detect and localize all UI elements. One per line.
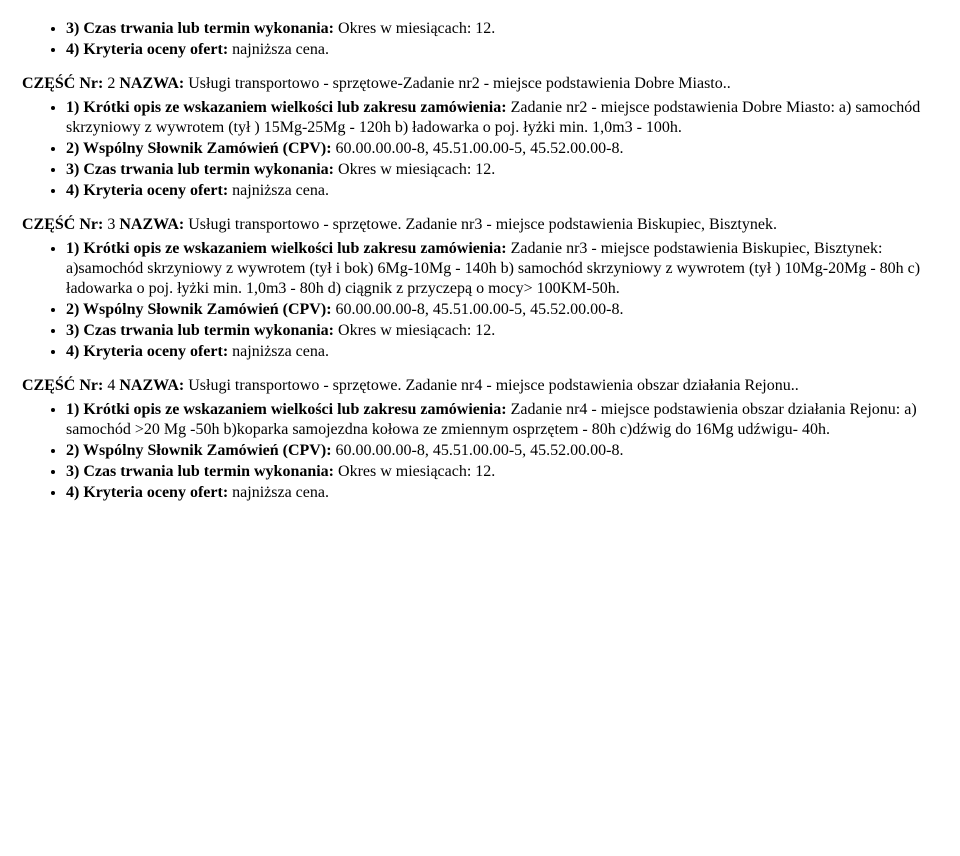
list-item: 3) Czas trwania lub termin wykonania: Ok…	[66, 321, 938, 341]
label-bold: 4) Kryteria oceny ofert:	[66, 182, 232, 199]
heading-part-text: 4	[103, 377, 119, 394]
list-item: 2) Wspólny Słownik Zamówień (CPV): 60.00…	[66, 300, 938, 320]
label-bold: 3) Czas trwania lub termin wykonania:	[66, 322, 334, 339]
label-bold: 3) Czas trwania lub termin wykonania:	[66, 20, 334, 37]
list-item: 4) Kryteria oceny ofert: najniższa cena.	[66, 342, 938, 362]
heading-part-text: Usługi transportowo - sprzętowe. Zadanie…	[184, 377, 798, 394]
list-item: 2) Wspólny Słownik Zamówień (CPV): 60.00…	[66, 139, 938, 159]
list-item: 4) Kryteria oceny ofert: najniższa cena.	[66, 181, 938, 201]
label-bold: 3) Czas trwania lub termin wykonania:	[66, 463, 334, 480]
label-bold: 1) Krótki opis ze wskazaniem wielkości l…	[66, 99, 507, 116]
heading-part-text: 2	[103, 75, 119, 92]
list-item: 1) Krótki opis ze wskazaniem wielkości l…	[66, 98, 938, 138]
heading-part-bold: CZĘŚĆ Nr:	[22, 75, 103, 92]
section-2-heading: CZĘŚĆ Nr: 2 NAZWA: Usługi transportowo -…	[22, 74, 938, 94]
label-bold: 2) Wspólny Słownik Zamówień (CPV):	[66, 301, 332, 318]
label-bold: 4) Kryteria oceny ofert:	[66, 484, 232, 501]
label-text: Okres w miesiącach: 12.	[334, 20, 495, 37]
heading-part-bold: NAZWA:	[119, 216, 184, 233]
list-item: 3) Czas trwania lub termin wykonania: Ok…	[66, 19, 938, 39]
label-bold: 2) Wspólny Słownik Zamówień (CPV):	[66, 140, 332, 157]
label-bold: 1) Krótki opis ze wskazaniem wielkości l…	[66, 401, 507, 418]
label-text: najniższa cena.	[232, 343, 329, 360]
section-2-list: 1) Krótki opis ze wskazaniem wielkości l…	[22, 98, 938, 201]
label-text: Okres w miesiącach: 12.	[334, 322, 495, 339]
heading-part-bold: CZĘŚĆ Nr:	[22, 377, 103, 394]
label-text: najniższa cena.	[232, 182, 329, 199]
section-4-heading: CZĘŚĆ Nr: 4 NAZWA: Usługi transportowo -…	[22, 376, 938, 396]
heading-part-bold: NAZWA:	[119, 75, 184, 92]
label-text: najniższa cena.	[232, 41, 329, 58]
heading-part-bold: NAZWA:	[119, 377, 184, 394]
list-item: 4) Kryteria oceny ofert: najniższa cena.	[66, 483, 938, 503]
section-4-list: 1) Krótki opis ze wskazaniem wielkości l…	[22, 400, 938, 503]
label-bold: 3) Czas trwania lub termin wykonania:	[66, 161, 334, 178]
label-text: 60.00.00.00-8, 45.51.00.00-5, 45.52.00.0…	[332, 442, 624, 459]
list-item: 3) Czas trwania lub termin wykonania: Ok…	[66, 462, 938, 482]
label-text: Okres w miesiącach: 12.	[334, 161, 495, 178]
list-item: 4) Kryteria oceny ofert: najniższa cena.	[66, 40, 938, 60]
label-bold: 1) Krótki opis ze wskazaniem wielkości l…	[66, 240, 507, 257]
list-item: 2) Wspólny Słownik Zamówień (CPV): 60.00…	[66, 441, 938, 461]
heading-part-text: 3	[103, 216, 119, 233]
label-bold: 2) Wspólny Słownik Zamówień (CPV):	[66, 442, 332, 459]
label-text: 60.00.00.00-8, 45.51.00.00-5, 45.52.00.0…	[332, 301, 624, 318]
list-item: 1) Krótki opis ze wskazaniem wielkości l…	[66, 239, 938, 299]
heading-part-bold: CZĘŚĆ Nr:	[22, 216, 103, 233]
heading-part-text: Usługi transportowo - sprzętowe. Zadanie…	[184, 216, 777, 233]
list-item: 1) Krótki opis ze wskazaniem wielkości l…	[66, 400, 938, 440]
section-2-top-list: 3) Czas trwania lub termin wykonania: Ok…	[22, 19, 938, 60]
label-bold: 4) Kryteria oceny ofert:	[66, 41, 232, 58]
label-text: 60.00.00.00-8, 45.51.00.00-5, 45.52.00.0…	[332, 140, 624, 157]
label-text: najniższa cena.	[232, 484, 329, 501]
section-3-heading: CZĘŚĆ Nr: 3 NAZWA: Usługi transportowo -…	[22, 215, 938, 235]
list-item: 3) Czas trwania lub termin wykonania: Ok…	[66, 160, 938, 180]
label-bold: 4) Kryteria oceny ofert:	[66, 343, 232, 360]
section-3-list: 1) Krótki opis ze wskazaniem wielkości l…	[22, 239, 938, 362]
label-text: Okres w miesiącach: 12.	[334, 463, 495, 480]
heading-part-text: Usługi transportowo - sprzętowe-Zadanie …	[184, 75, 731, 92]
